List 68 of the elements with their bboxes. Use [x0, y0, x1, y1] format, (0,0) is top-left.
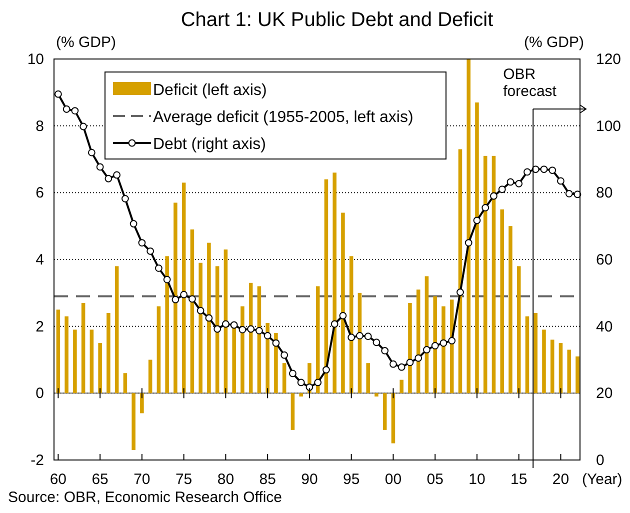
x-tick-label: 10: [468, 471, 486, 488]
x-tick-label: 05: [426, 471, 444, 488]
legend-label: Debt (right axis): [153, 136, 266, 153]
bar: [114, 266, 119, 394]
chart-title: Chart 1: UK Public Debt and Deficit: [180, 9, 494, 31]
y-axis-title: (% GDP): [56, 34, 116, 51]
x-tick-label: 20: [552, 471, 570, 488]
y2-tick-label: 80: [596, 184, 613, 202]
bar: [90, 330, 94, 394]
bar: [542, 330, 546, 394]
y-tick-label: 6: [36, 184, 44, 202]
bar: [382, 393, 387, 430]
x-tick-label: 75: [175, 471, 192, 488]
y-tick-label: 4: [36, 252, 44, 268]
legend-label: Deficit (left axis): [153, 82, 267, 99]
x-tick-label: 80: [217, 471, 234, 488]
bar: [391, 393, 396, 444]
x-tick-label: 00: [384, 471, 402, 488]
x-tick-label: 60: [50, 471, 67, 488]
ref-line-label: OBR forecast: [503, 66, 558, 100]
x-tick-label: 15: [510, 471, 528, 488]
y2-tick-label: 40: [596, 318, 613, 336]
y-tick-label: 10: [27, 51, 44, 68]
bar: [290, 393, 295, 430]
x-tick-label: 95: [342, 471, 360, 488]
bar: [567, 350, 571, 394]
bar: [106, 312, 110, 394]
bar: [516, 266, 521, 394]
bar: [508, 226, 512, 394]
legend-label: Average deficit (1955-2005, left axis): [153, 109, 414, 126]
bar: [81, 302, 86, 394]
y-tick-label: 0: [36, 385, 44, 402]
y2-tick-label: 60: [596, 252, 613, 268]
bar: [534, 312, 538, 394]
y-tick-label: 8: [36, 118, 44, 135]
bar: [299, 393, 303, 397]
bar: [400, 380, 404, 394]
bar: [366, 363, 370, 394]
bar: [374, 393, 378, 397]
bar: [123, 373, 128, 394]
bar: [558, 343, 563, 394]
bar: [500, 209, 504, 394]
x-tick-label: 90: [301, 471, 318, 488]
y-tick-label: -2: [30, 452, 44, 469]
y2-tick-label: 100: [596, 118, 622, 135]
x-tick-label: 85: [259, 471, 276, 488]
bar: [492, 156, 496, 394]
x-tick-label: 70: [134, 471, 150, 488]
y2-tick-label: 120: [596, 51, 622, 68]
y-tick-label: 2: [36, 318, 44, 336]
y2-tick-label: 0: [596, 452, 604, 469]
x-axis-title: (Year): [582, 471, 622, 488]
y2-tick-label: 20: [596, 385, 613, 402]
bar: [98, 343, 102, 394]
bar: [156, 306, 161, 394]
bar: [140, 393, 144, 414]
bar: [148, 360, 152, 394]
bar: [73, 330, 77, 394]
bar: [132, 393, 136, 450]
bar: [64, 316, 68, 394]
x-tick-label: 65: [92, 471, 108, 488]
y2-axis-title: (% GDP): [524, 34, 584, 51]
source-note: Source: OBR, Economic Research Office: [8, 489, 282, 506]
bar: [282, 363, 286, 394]
bar: [525, 316, 530, 394]
bar: [550, 340, 554, 394]
bar: [576, 356, 580, 394]
bar: [56, 310, 60, 394]
